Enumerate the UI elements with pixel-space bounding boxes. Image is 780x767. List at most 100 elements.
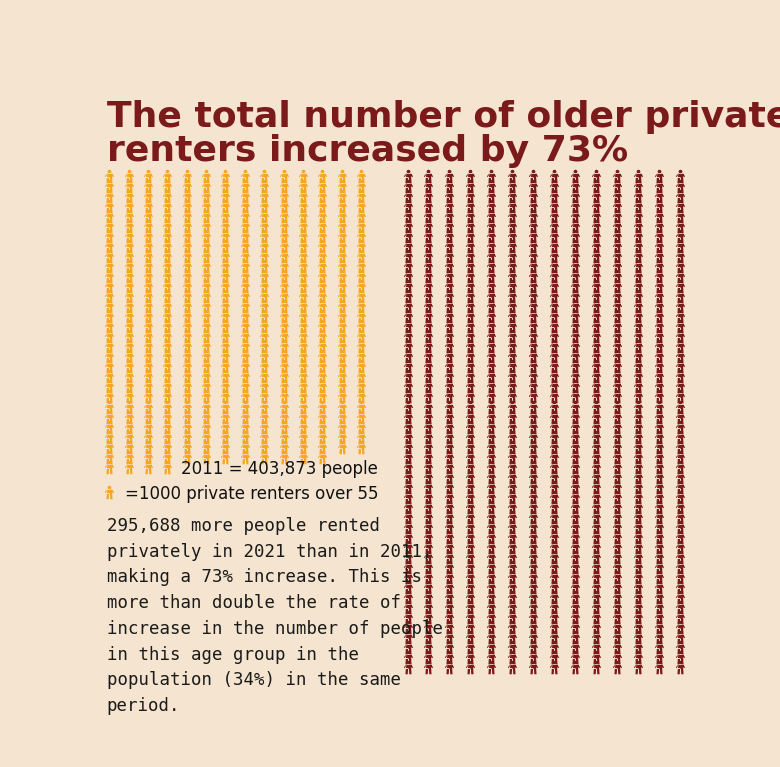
Point: [632, 423, 644, 435]
Point: [180, 433, 193, 445]
Point: [569, 262, 581, 275]
Point: [355, 423, 367, 435]
Point: [652, 443, 665, 455]
Point: [632, 232, 644, 245]
Point: [239, 182, 251, 194]
Point: [161, 193, 173, 205]
Point: [652, 643, 665, 655]
Point: [401, 212, 413, 225]
Point: [296, 403, 309, 415]
Point: [548, 643, 560, 655]
Point: [590, 302, 602, 314]
Point: [180, 352, 193, 364]
Point: [422, 232, 434, 245]
Point: [422, 413, 434, 425]
Point: [506, 262, 519, 275]
Point: [219, 202, 232, 215]
Point: [673, 593, 686, 605]
Point: [632, 562, 644, 574]
Point: [506, 532, 519, 545]
Point: [590, 252, 602, 265]
Point: [464, 433, 477, 445]
Point: [611, 502, 623, 515]
Point: [590, 372, 602, 384]
Point: [569, 433, 581, 445]
Point: [401, 522, 413, 535]
Point: [526, 242, 539, 255]
Point: [161, 282, 173, 295]
Point: [569, 633, 581, 645]
Point: [548, 302, 560, 314]
Point: [422, 532, 434, 545]
Point: [526, 232, 539, 245]
Point: [239, 172, 251, 184]
Point: [652, 413, 665, 425]
Point: [590, 272, 602, 285]
Point: [335, 393, 348, 405]
Point: [590, 322, 602, 334]
Point: [548, 262, 560, 275]
Point: [526, 202, 539, 215]
Point: [632, 383, 644, 395]
Point: [506, 202, 519, 215]
Point: [443, 492, 456, 505]
Point: [122, 352, 135, 364]
Point: [443, 512, 456, 525]
Point: [506, 252, 519, 265]
Point: [122, 212, 135, 225]
Point: [316, 282, 328, 295]
Point: [632, 222, 644, 235]
Point: [277, 262, 289, 275]
Point: [652, 482, 665, 495]
Point: [422, 593, 434, 605]
Point: [180, 182, 193, 194]
Point: [401, 202, 413, 215]
Point: [611, 403, 623, 415]
Point: [443, 522, 456, 535]
Point: [200, 393, 212, 405]
Point: [296, 423, 309, 435]
Point: [296, 272, 309, 285]
Point: [401, 443, 413, 455]
Point: [611, 443, 623, 455]
Point: [239, 212, 251, 225]
Point: [200, 423, 212, 435]
Point: [485, 453, 498, 465]
Point: [485, 472, 498, 485]
Text: =1000 private renters over 55: =1000 private renters over 55: [125, 485, 378, 503]
Point: [485, 332, 498, 344]
Point: [401, 433, 413, 445]
Point: [526, 522, 539, 535]
Point: [526, 482, 539, 495]
Point: [464, 393, 477, 405]
Point: [590, 362, 602, 374]
Point: [485, 322, 498, 334]
Point: [296, 352, 309, 364]
Point: [590, 472, 602, 485]
Point: [569, 572, 581, 584]
Point: [590, 222, 602, 235]
Point: [673, 282, 686, 295]
Point: [673, 623, 686, 635]
Point: [296, 443, 309, 455]
Point: [526, 312, 539, 324]
Point: [548, 653, 560, 665]
Point: [569, 232, 581, 245]
Point: [632, 322, 644, 334]
Point: [296, 302, 309, 314]
Point: [443, 583, 456, 595]
Point: [443, 242, 456, 255]
Point: [673, 352, 686, 364]
Point: [673, 272, 686, 285]
Point: [200, 272, 212, 285]
Point: [443, 252, 456, 265]
Point: [161, 372, 173, 384]
Point: [239, 242, 251, 255]
Point: [122, 272, 135, 285]
Point: [316, 193, 328, 205]
Point: [590, 172, 602, 184]
Point: [161, 413, 173, 425]
Point: [526, 552, 539, 565]
Point: [355, 302, 367, 314]
Point: [652, 572, 665, 584]
